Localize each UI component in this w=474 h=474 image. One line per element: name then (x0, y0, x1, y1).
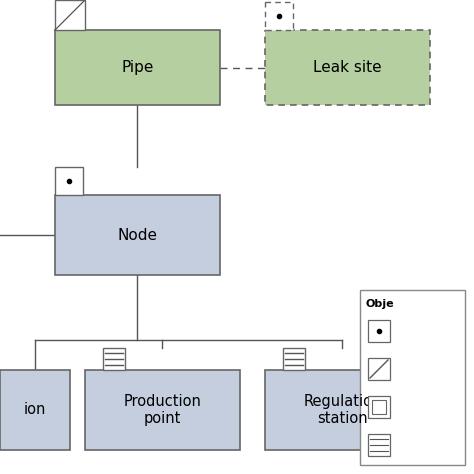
Bar (85, 370, 240, 450)
Bar (368, 358, 390, 380)
Bar (0, 370, 70, 450)
Text: Pipe: Pipe (121, 60, 154, 75)
Text: Production
point: Production point (124, 394, 201, 426)
Bar (265, 30, 430, 105)
Text: Leak site: Leak site (313, 60, 382, 75)
Bar (360, 290, 465, 465)
Bar (368, 396, 390, 418)
Text: Obje: Obje (366, 299, 395, 309)
Bar (368, 320, 390, 342)
Bar (368, 434, 390, 456)
Bar (55, 0, 85, 30)
Bar (103, 348, 125, 370)
Bar (55, 195, 220, 275)
Text: Regulation
station: Regulation station (303, 394, 382, 426)
Bar (283, 348, 305, 370)
Bar (265, 2, 293, 30)
Text: Node: Node (118, 228, 157, 243)
Bar (55, 30, 220, 105)
Bar (372, 400, 386, 414)
Text: ion: ion (24, 402, 46, 418)
Bar (265, 370, 420, 450)
Bar (55, 167, 83, 195)
